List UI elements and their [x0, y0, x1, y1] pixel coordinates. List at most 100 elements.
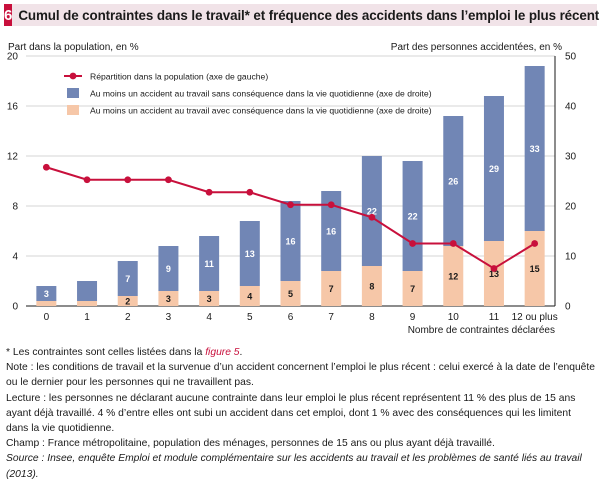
x-tick-label: 1 [84, 312, 90, 323]
y-tick-right: 20 [565, 202, 577, 213]
bar-without-consequence [280, 201, 301, 281]
legend-line-marker [69, 72, 77, 80]
legend-label-with-consequence: Au moins un accident au travail avec con… [90, 106, 432, 116]
bar-label-with-consequence: 15 [530, 264, 540, 274]
legend-swatch-without-consequence [67, 88, 79, 98]
bar-without-consequence [158, 246, 179, 291]
bar-with-consequence [117, 296, 138, 306]
figure-header: 6 Cumul de contraintes dans le travail* … [4, 4, 600, 26]
bar-with-consequence [483, 241, 504, 306]
y-tick-right: 40 [565, 102, 577, 113]
population-point [368, 213, 376, 221]
x-tick-label: 10 [448, 312, 460, 323]
bar-label-with-consequence: 2 [125, 297, 130, 307]
y-tick-left: 16 [7, 102, 19, 113]
bar-label-with-consequence: 3 [166, 294, 171, 304]
bar-label-without-consequence: 11 [204, 259, 214, 269]
bar-label-with-consequence: 3 [207, 294, 212, 304]
bar-with-consequence [402, 271, 423, 306]
population-point [409, 240, 416, 247]
x-tick-label: 9 [410, 312, 416, 323]
bar-with-consequence [443, 246, 464, 306]
bar-label-with-consequence: 8 [369, 282, 374, 292]
bar-with-consequence [199, 291, 220, 306]
population-point [124, 176, 132, 184]
y-axis-left-label: Part dans la population, en % [8, 42, 139, 53]
bar-label-without-consequence: 16 [326, 227, 336, 237]
source-text: Source : Insee, enquête Emploi et module… [6, 453, 582, 480]
bar-without-consequence [77, 281, 98, 301]
bar-label-with-consequence: 4 [247, 292, 252, 302]
legend-label-without-consequence: Au moins un accident au travail sans con… [90, 89, 432, 99]
bar-without-consequence [483, 96, 504, 241]
bar-without-consequence [443, 116, 464, 246]
bar-label-with-consequence: 7 [410, 284, 415, 294]
bar-label-without-consequence: 16 [285, 237, 295, 247]
bar-without-consequence [36, 286, 57, 301]
bar-without-consequence [361, 156, 382, 266]
legend-label-population: Répartition dans la population (axe de g… [90, 72, 268, 82]
bar-without-consequence [524, 66, 545, 231]
bar-without-consequence [199, 236, 220, 291]
chart-title: Cumul de contraintes dans le travail* et… [18, 7, 600, 23]
y-tick-left: 0 [12, 302, 18, 313]
y-tick-right: 30 [565, 152, 577, 163]
chart-notes: * Les contraintes sont celles listées da… [6, 345, 596, 482]
population-point [490, 265, 498, 272]
population-point [287, 201, 294, 209]
x-tick-label: 5 [247, 312, 253, 323]
lecture-text: Lecture : les personnes ne déclarant auc… [6, 392, 576, 435]
bar-without-consequence [321, 191, 342, 271]
bar-label-without-consequence: 29 [489, 164, 499, 174]
bar-label-without-consequence: 33 [530, 144, 540, 154]
bar-without-consequence [117, 261, 138, 296]
y-tick-right: 10 [565, 252, 577, 263]
bar-label-without-consequence: 3 [44, 289, 49, 299]
x-tick-label: 7 [328, 312, 334, 323]
population-point [246, 188, 254, 196]
y-tick-right: 0 [565, 302, 571, 313]
x-tick-label: 6 [288, 312, 294, 323]
x-tick-label: 8 [369, 312, 375, 323]
population-point [83, 176, 91, 184]
x-tick-label: 3 [166, 312, 172, 323]
bar-label-without-consequence: 22 [367, 207, 377, 217]
population-point [205, 188, 213, 196]
bar-with-consequence [77, 301, 98, 306]
x-tick-label: 2 [125, 312, 131, 323]
bar-with-consequence [36, 301, 57, 306]
bar-label-with-consequence: 12 [448, 272, 458, 282]
note-text: Note : les conditions de travail et la s… [6, 362, 595, 389]
figure-reference-link[interactable]: figure 5 [205, 347, 240, 358]
population-point [531, 240, 539, 247]
y-tick-left: 20 [7, 52, 19, 63]
bar-without-consequence [239, 221, 260, 286]
y-tick-left: 8 [12, 202, 18, 213]
y-tick-right: 50 [565, 52, 577, 63]
bar-with-consequence [239, 286, 260, 306]
bar-label-without-consequence: 13 [245, 249, 255, 259]
y-tick-left: 12 [7, 152, 19, 163]
bar-label-without-consequence: 9 [166, 264, 171, 274]
bar-label-without-consequence: 26 [448, 177, 458, 187]
x-tick-label: 0 [44, 312, 50, 323]
bar-with-consequence [280, 281, 301, 306]
figure-number-badge: 6 [4, 4, 13, 26]
legend-swatch-with-consequence [67, 105, 79, 115]
asterisk-note: * Les contraintes sont celles listées da… [6, 345, 596, 360]
bar-label-with-consequence: 5 [288, 289, 293, 299]
y-tick-left: 4 [12, 252, 18, 263]
y-axis-right-label: Part des personnes accidentées, en % [391, 42, 562, 53]
asterisk-note-text: * Les contraintes sont celles listées da… [6, 347, 206, 358]
bar-label-without-consequence: 7 [125, 274, 130, 284]
population-point [449, 240, 457, 247]
bar-label-with-consequence: 13 [489, 269, 499, 279]
x-tick-label: 4 [206, 312, 212, 323]
x-axis-label: Nombre de contraintes déclarées [408, 325, 555, 336]
bar-with-consequence [158, 291, 179, 306]
bar-label-with-consequence: 7 [329, 284, 334, 294]
bar-with-consequence [321, 271, 342, 306]
population-point [42, 163, 50, 171]
asterisk-note-end: . [239, 347, 243, 358]
population-point [165, 176, 172, 184]
